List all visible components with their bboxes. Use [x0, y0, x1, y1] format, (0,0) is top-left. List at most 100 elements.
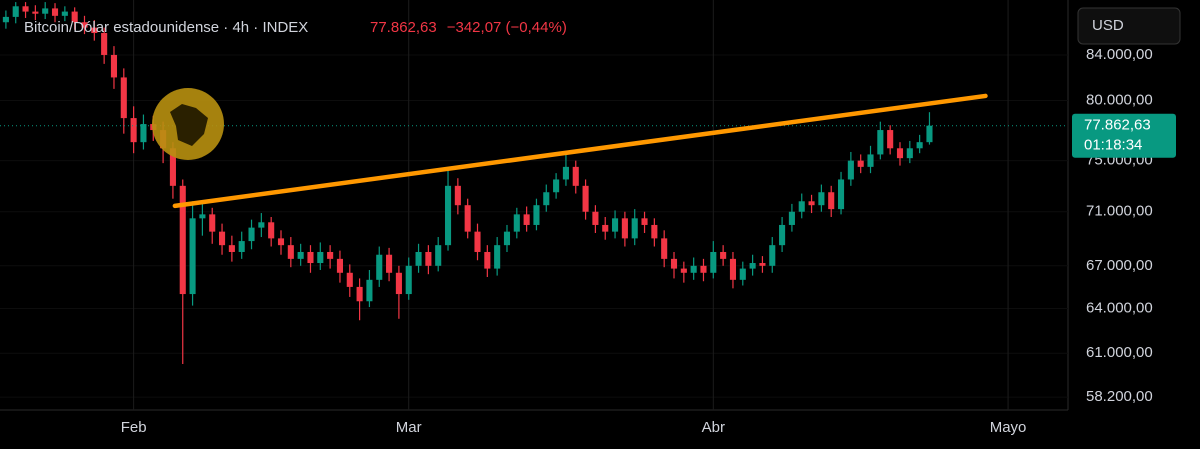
currency-button[interactable]: [1077, 7, 1181, 45]
candle-body: [189, 218, 196, 295]
countdown: 01:18:34: [1084, 137, 1142, 154]
candle-body: [631, 218, 638, 239]
candle-body: [474, 231, 481, 252]
x-tick-label: Mayo: [990, 419, 1027, 436]
candle-body: [444, 185, 452, 246]
candle-body: [779, 224, 786, 246]
candle-body: [209, 214, 216, 232]
candle-body: [798, 201, 805, 212]
candle-body: [562, 166, 569, 180]
trend-line: [172, 93, 988, 209]
candle-body: [327, 251, 334, 259]
y-tick-label: 61.000,00: [1086, 344, 1153, 361]
candle-body: [720, 251, 727, 259]
candle-body: [71, 11, 78, 23]
candle-body: [828, 192, 835, 210]
candle-body: [120, 77, 127, 119]
candle-body: [808, 201, 815, 206]
x-tick-label: Feb: [121, 419, 147, 436]
y-tick-label: 67.000,00: [1086, 257, 1153, 274]
candle-body: [503, 231, 511, 246]
candle-body: [896, 148, 904, 159]
grid: [0, 0, 1068, 410]
candle-body: [356, 286, 363, 302]
candle-body: [219, 231, 226, 246]
candle-body: [788, 211, 795, 225]
candle-body: [651, 224, 658, 239]
candle-body: [906, 148, 913, 159]
candle-body: [582, 185, 589, 212]
candle-body: [317, 251, 324, 264]
candle-body: [415, 251, 422, 266]
x-tick-label: Mar: [396, 419, 422, 436]
candle-body: [847, 160, 854, 180]
candle-body: [621, 218, 628, 239]
y-tick-label: 58.200,00: [1086, 388, 1153, 405]
candle-body: [51, 8, 59, 16]
symbol-title: Bitcoin/Dólar estadounidense · 4h · INDE…: [24, 19, 308, 36]
candle-body: [81, 22, 88, 28]
logo-icon: [170, 104, 208, 146]
candle-body: [739, 268, 746, 280]
candle-body: [484, 251, 491, 269]
candle-body: [543, 192, 550, 206]
candle-body: [592, 211, 599, 225]
candle-body: [405, 265, 412, 295]
candle-body: [759, 263, 766, 266]
candle-body: [130, 118, 137, 143]
candle-body: [12, 6, 19, 17]
candles: [0, 2, 1068, 365]
candle-body: [523, 214, 530, 225]
candle-body: [140, 124, 147, 143]
y-tick-label: 64.000,00: [1086, 299, 1153, 316]
candle-body: [258, 222, 265, 228]
logo: [152, 88, 224, 160]
candle-body: [228, 245, 235, 252]
candle-body: [661, 238, 668, 259]
y-tick-label: 80.000,00: [1086, 91, 1153, 108]
candle-body: [268, 222, 275, 239]
candle-body: [494, 245, 501, 269]
candle-body: [513, 214, 520, 232]
candle-body: [169, 148, 176, 186]
candle-body: [2, 16, 9, 23]
x-tick-label: Abr: [702, 419, 725, 436]
candle-body: [110, 54, 118, 78]
candle-body: [366, 279, 373, 302]
candle-body: [749, 263, 756, 269]
y-tick-label: 71.000,00: [1086, 203, 1153, 220]
candle-body: [680, 268, 687, 273]
header-price: 77.862,63: [370, 19, 437, 36]
candle-body: [916, 142, 923, 149]
candle-body: [346, 272, 353, 287]
candle-body: [877, 130, 884, 155]
candle-body: [91, 27, 98, 34]
currency-label[interactable]: USD: [1092, 17, 1124, 34]
candle-body: [602, 224, 609, 232]
candle-body: [700, 265, 707, 273]
candle-body: [641, 218, 648, 225]
candle-body: [297, 251, 304, 259]
candle-body: [533, 205, 540, 225]
candle-body: [553, 179, 560, 193]
y-tick-label: 84.000,00: [1086, 46, 1153, 63]
header-change: −342,07 (−0,44%): [447, 19, 567, 36]
candle-body: [42, 8, 49, 14]
overlay: 84.000,0080.000,0075.000,0071.000,0067.0…: [121, 46, 1176, 436]
candle-body: [612, 218, 619, 232]
candle-body: [435, 245, 442, 266]
candle-body: [307, 251, 314, 264]
candle-body: [386, 254, 393, 273]
candle-body: [32, 11, 39, 14]
candle-body: [199, 214, 206, 219]
candle-body: [395, 272, 402, 295]
candle-body: [287, 245, 294, 259]
candle-body: [248, 227, 255, 242]
candle-body: [710, 251, 717, 273]
candle-body: [277, 238, 285, 246]
candle-body: [179, 185, 186, 295]
candle-body: [690, 265, 697, 273]
price-tag-label: 77.862,63: [1084, 117, 1151, 134]
